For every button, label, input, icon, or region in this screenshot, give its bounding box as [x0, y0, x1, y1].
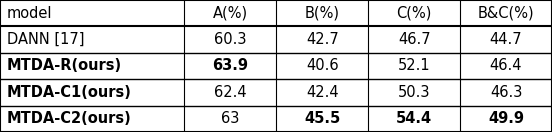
Text: C(%): C(%) — [396, 6, 432, 21]
Text: B(%): B(%) — [305, 6, 339, 21]
Text: model: model — [7, 6, 52, 21]
Text: 42.7: 42.7 — [306, 32, 338, 47]
Text: 62.4: 62.4 — [214, 85, 247, 100]
Text: MTDA-C1(ours): MTDA-C1(ours) — [7, 85, 131, 100]
Text: 40.6: 40.6 — [306, 58, 338, 74]
Text: DANN [17]: DANN [17] — [7, 32, 84, 47]
Text: 52.1: 52.1 — [398, 58, 431, 74]
Text: A(%): A(%) — [213, 6, 248, 21]
Text: 42.4: 42.4 — [306, 85, 338, 100]
Text: 63: 63 — [221, 111, 240, 126]
Text: B&C(%): B&C(%) — [477, 6, 534, 21]
Text: 54.4: 54.4 — [396, 111, 432, 126]
Text: 46.7: 46.7 — [398, 32, 431, 47]
Text: 49.9: 49.9 — [488, 111, 524, 126]
Text: MTDA-C2(ours): MTDA-C2(ours) — [7, 111, 131, 126]
Text: 50.3: 50.3 — [398, 85, 431, 100]
Text: MTDA-R(ours): MTDA-R(ours) — [7, 58, 122, 74]
Text: 60.3: 60.3 — [214, 32, 247, 47]
Text: 46.4: 46.4 — [490, 58, 522, 74]
Text: 46.3: 46.3 — [490, 85, 522, 100]
Text: 44.7: 44.7 — [490, 32, 522, 47]
Text: 63.9: 63.9 — [213, 58, 248, 74]
Text: 45.5: 45.5 — [304, 111, 341, 126]
